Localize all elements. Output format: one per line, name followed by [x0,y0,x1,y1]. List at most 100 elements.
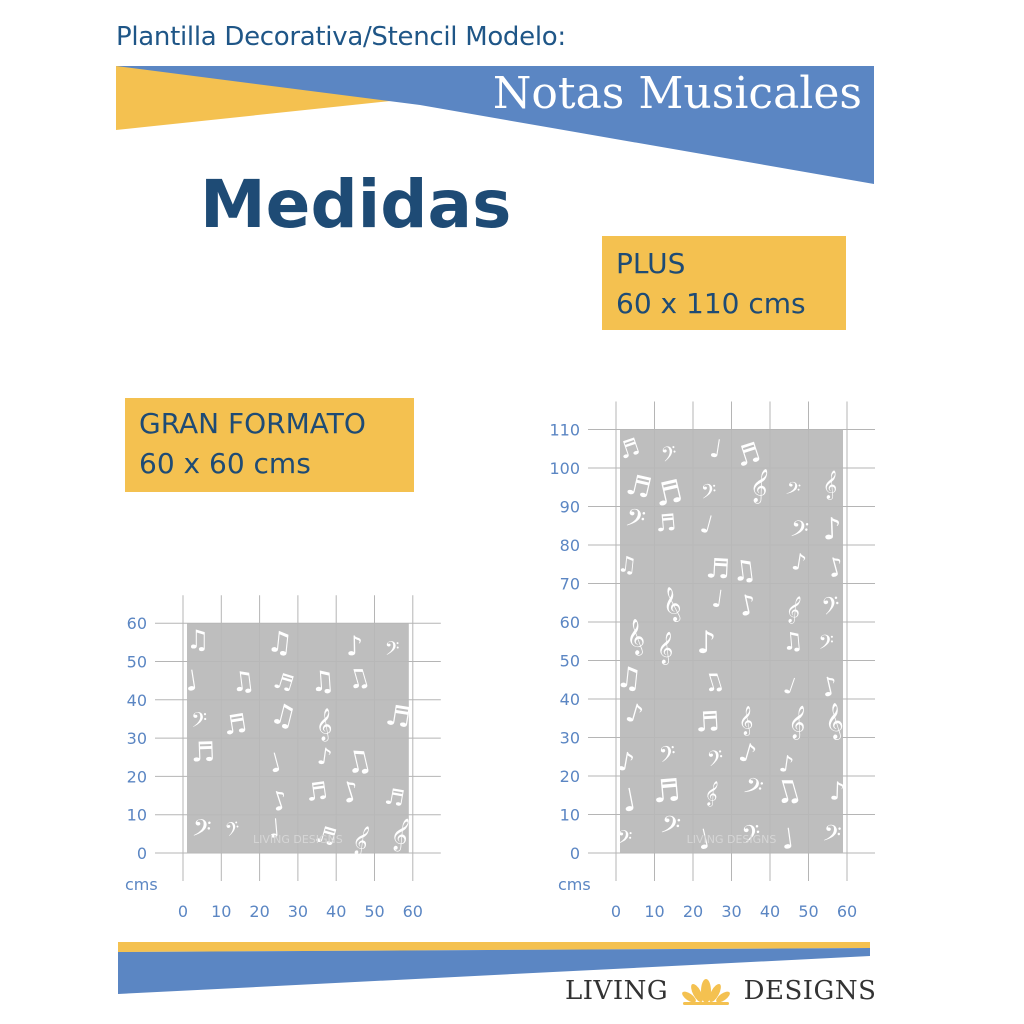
bass-clef-icon: 𝄢 [788,515,810,550]
y-tick-label: 60 [560,613,580,632]
x-tick-label: 60 [837,902,857,921]
bass-clef-icon: 𝄢 [190,813,212,849]
bass-clef-icon: 𝄢 [820,819,842,854]
y-tick-label: 40 [560,690,580,709]
treble-clef-icon: 𝄞 [316,707,334,742]
axis-unit-label: cms [125,875,158,894]
music-note-icon: ♪ [346,631,364,662]
treble-clef-icon: 𝄞 [738,705,753,735]
y-tick-label: 40 [127,691,147,710]
x-tick-label: 40 [326,902,346,921]
bass-clef-icon: 𝄢 [659,441,681,472]
y-tick-label: 20 [127,767,147,786]
music-note-icon: ♬ [383,784,407,812]
x-tick-label: 40 [760,902,780,921]
bass-clef-icon: 𝄢 [818,631,834,659]
page-subtitle: Plantilla Decorativa/Stencil Modelo: [116,22,566,52]
x-tick-label: 0 [611,902,621,921]
y-tick-label: 0 [570,844,580,863]
music-note-icon: ♫ [229,665,257,699]
music-note-icon: ♪ [829,776,846,806]
music-note-icon: ♫ [781,626,805,656]
music-note-icon: ♩ [779,822,797,857]
bass-clef-icon: 𝄢 [700,479,717,508]
music-note-icon: ♫ [614,659,643,696]
brand-logo: LIVING DESIGNS [565,976,876,1006]
size-label-gran-dimensions: 60 x 60 cms [139,447,311,480]
x-tick-label: 30 [721,902,741,921]
music-note-icon: ♪ [777,751,795,779]
page-title: Medidas [200,166,512,243]
music-note-icon: ♫ [730,553,759,589]
music-note-icon: ♫ [309,664,336,699]
music-note-icon: ♬ [190,737,215,769]
size-label-gran: GRAN FORMATO 60 x 60 cms [125,398,414,492]
brand-word-right: DESIGNS [743,976,877,1006]
brand-word-left: LIVING [565,976,669,1006]
music-note-icon: ♪ [824,551,848,584]
treble-clef-icon: 𝄞 [786,703,808,740]
bass-clef-icon: 𝄢 [783,478,802,506]
stencil-area [187,623,409,853]
y-tick-label: 90 [560,498,580,517]
music-note-icon: ♬ [383,698,413,735]
stencil-watermark: LIVING DESIGNS [687,833,777,846]
x-tick-label: 10 [644,902,664,921]
music-note-icon: ♪ [822,512,842,548]
x-tick-label: 0 [178,902,188,921]
footer-yellow-stripe [118,942,870,952]
y-tick-label: 10 [560,806,580,825]
music-note-icon: ♬ [655,510,678,538]
music-note-icon: ♪ [790,549,809,577]
size-label-plus-name: PLUS [616,247,686,280]
size-label-gran-name: GRAN FORMATO [139,407,366,440]
treble-clef-icon: 𝄞 [656,630,675,665]
treble-clef-icon: 𝄞 [623,618,647,657]
treble-clef-icon: 𝄞 [821,469,839,501]
x-tick-label: 20 [249,902,269,921]
bass-clef-icon: 𝄢 [657,741,679,773]
x-tick-label: 30 [288,902,308,921]
music-note-icon: ♪ [615,747,637,779]
y-tick-label: 0 [137,844,147,863]
music-note-icon: ♩ [182,663,200,698]
music-note-icon: ♩ [267,814,282,845]
lotus-icon [682,979,730,1005]
music-note-icon: ♬ [695,706,721,738]
music-note-icon: ♫ [265,624,294,661]
music-note-icon: ♬ [221,709,249,742]
axis-ticks: 0 10 20 30 40 50 60 70 80 90 100 110 0 10 20 30 40 50 60 [549,421,857,922]
footer-band [118,942,870,994]
y-tick-label: 60 [127,614,147,633]
stencil-area [620,429,843,853]
x-tick-label: 50 [364,902,384,921]
music-note-icon: ♪ [818,671,841,704]
music-note-icon: ♪ [316,743,334,771]
stencil-grid-small: ♫ ♫ ♪ 𝄢♩ ♫ ♬ ♫ ♫𝄢 ♬ ♫ 𝄞 ♬♬ ♩ ♪ ♫♪ ♬ ♪ ♬𝄢 𝄢 ♩ ♬ 𝄞 𝄞 01020304050… [125,595,441,921]
y-tick-label: 110 [549,421,580,440]
music-note-icon: ♬ [304,777,329,808]
music-note-icon: ♬ [651,772,682,810]
footer-blue-band [118,948,870,994]
music-note-icon: ♫ [616,552,638,579]
y-tick-label: 30 [127,729,147,748]
x-tick-label: 10 [211,902,231,921]
y-tick-label: 10 [127,806,147,825]
music-note-icon: ♩ [708,433,724,463]
y-tick-label: 50 [560,652,580,671]
bass-clef-icon: 𝄢 [223,818,244,846]
treble-clef-icon: 𝄞 [823,702,845,741]
stencil-grid-large: ♬ 𝄢 ♩ ♬♬♬ 𝄢 𝄞 𝄢 𝄞𝄢 ♬ ♩ 𝄢 ♪♫ ♬♫ ♪ ♪𝄞 ♩ ♪ 𝄞 𝄢𝄞 𝄞 ♪ ♫ 𝄢♫ ♫ ♩ ♪♪ ♬ 𝄞 𝄞 𝄞♪… [549,401,875,922]
bass-clef-icon: 𝄢 [705,745,727,777]
treble-clef-icon: 𝄞 [702,779,721,807]
bass-clef-icon: 𝄢 [191,708,208,738]
music-note-icon: ♩ [710,584,725,613]
banner-blue-band [116,66,874,184]
bass-clef-icon: 𝄢 [615,826,633,855]
y-tick-label: 70 [560,575,580,594]
music-note-icon: ♪ [696,625,716,661]
size-label-plus-dimensions: 60 x 110 cms [616,287,806,320]
music-note-icon: ♬ [705,553,731,585]
y-tick-label: 20 [560,767,580,786]
y-tick-label: 100 [549,459,580,478]
